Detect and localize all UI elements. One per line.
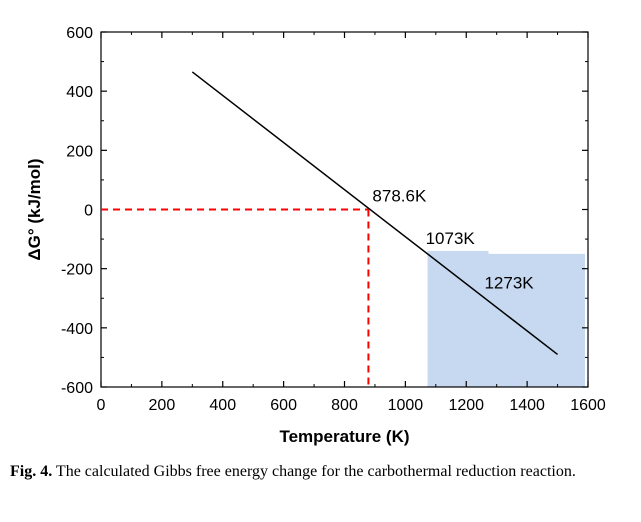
x-tick-label: 200 bbox=[149, 397, 176, 414]
y-tick-label: -400 bbox=[61, 321, 93, 338]
x-tick-label: 600 bbox=[270, 397, 297, 414]
y-axis-label: ΔG° (kJ/mol) bbox=[25, 158, 44, 260]
x-tick-label: 400 bbox=[209, 397, 236, 414]
reference-lines bbox=[101, 208, 370, 387]
annotation-label: 1073K bbox=[426, 229, 476, 248]
shaded-region-2 bbox=[427, 250, 489, 386]
y-tick-label: 600 bbox=[66, 25, 93, 42]
y-tick-label: -200 bbox=[61, 262, 93, 279]
figure-caption: Fig. 4. The calculated Gibbs free energy… bbox=[10, 462, 632, 482]
x-tick-label: 1200 bbox=[448, 397, 484, 414]
y-tick-label: -600 bbox=[61, 380, 93, 397]
y-tick-label: 0 bbox=[84, 203, 93, 220]
shaded-regions bbox=[427, 250, 585, 387]
x-tick-label: 1600 bbox=[570, 397, 606, 414]
x-axis-label: Temperature (K) bbox=[279, 427, 409, 446]
annotation-label: 1273K bbox=[484, 273, 534, 292]
figure-caption-label: Fig. 4. bbox=[10, 463, 53, 480]
x-axis-ticks: 0 200 400 600 800 1000 1200 1400 1600 bbox=[97, 32, 606, 414]
gibbs-energy-line bbox=[191, 71, 559, 356]
annotation-label: 878.6K bbox=[372, 187, 427, 206]
y-axis-ticks: -600 -400 -200 0 200 400 600 bbox=[61, 25, 588, 397]
y-tick-label: 200 bbox=[66, 143, 93, 160]
x-tick-label: 1000 bbox=[388, 397, 424, 414]
data-series bbox=[191, 71, 559, 356]
x-tick-label: 800 bbox=[331, 397, 358, 414]
y-tick-label: 400 bbox=[66, 84, 93, 101]
x-tick-label: 1400 bbox=[509, 397, 545, 414]
annotations: 878.6K 1073K 1273K bbox=[372, 187, 534, 293]
x-tick-label: 0 bbox=[97, 397, 106, 414]
figure-caption-text: The calculated Gibbs free energy change … bbox=[52, 463, 576, 480]
chart: 0 200 400 600 800 1000 1200 1400 1600 -600 -400 -2… bbox=[25, 25, 606, 446]
